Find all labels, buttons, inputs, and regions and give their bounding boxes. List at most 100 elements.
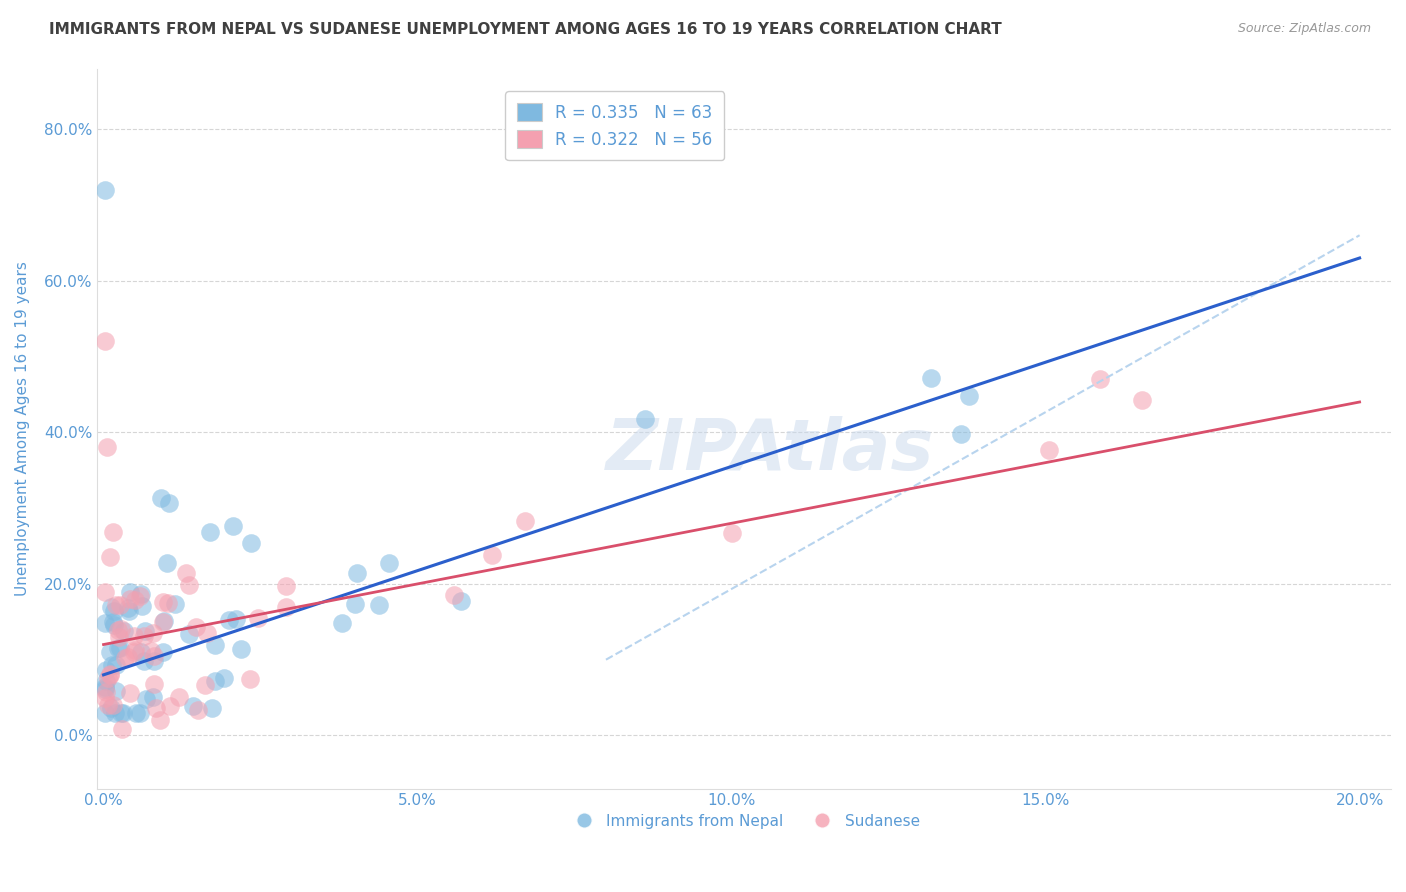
Point [118,585,141,599]
Point [218,613,240,627]
Point [513,514,536,528]
Text: ZIPAtlas: ZIPAtlas [606,416,934,484]
Point [142,677,165,691]
Point [156,596,179,610]
Point [246,611,269,625]
Point [450,594,472,608]
Point [920,371,942,385]
Point [94,691,117,706]
Point [343,597,366,611]
Point [101,615,124,629]
Point [131,599,153,613]
Text: Source: ZipAtlas.com: Source: ZipAtlas.com [1237,22,1371,36]
Point [204,638,226,652]
Point [174,566,197,580]
Point [186,620,208,634]
Point [156,557,179,571]
Point [346,566,368,580]
Point [378,556,401,570]
Point [229,641,252,656]
Point [101,658,124,673]
Point [181,698,204,713]
Point [177,578,200,592]
Point [150,491,173,506]
Point [129,587,152,601]
Point [201,700,224,714]
Point [149,713,172,727]
Point [110,598,132,612]
Point [117,649,139,664]
Point [239,536,262,550]
Point [114,651,136,665]
Point [152,595,174,609]
Point [104,706,127,720]
Point [118,604,141,618]
Point [97,698,120,713]
Point [96,441,118,455]
Point [124,593,146,607]
Point [122,629,145,643]
Point [111,723,134,737]
Point [108,640,131,655]
Point [110,622,132,636]
Point [96,674,118,689]
Point [634,411,657,425]
Point [957,389,980,403]
Point [134,624,156,639]
Point [1038,442,1060,457]
Point [194,678,217,692]
Point [107,624,129,638]
Point [367,599,389,613]
Point [125,706,148,720]
Point [135,692,157,706]
Point [105,683,128,698]
Point [94,680,117,694]
Point [94,681,117,696]
Point [94,706,117,720]
Point [118,591,141,606]
Point [105,658,128,673]
Point [104,598,127,612]
Point [131,645,153,659]
Point [103,604,125,618]
Point [98,550,121,565]
Point [101,698,124,713]
Point [212,671,235,685]
Point [142,690,165,704]
Point [274,599,297,614]
Point [111,706,134,720]
Point [330,616,353,631]
Point [132,655,155,669]
Point [177,627,200,641]
Point [204,673,226,688]
Point [145,701,167,715]
Point [100,701,122,715]
Point [198,524,221,539]
Point [94,585,117,599]
Point [122,645,145,659]
Point [107,640,129,655]
Point [152,645,174,659]
Legend: Immigrants from Nepal, Sudanese: Immigrants from Nepal, Sudanese [562,807,927,835]
Point [94,685,117,699]
Point [225,612,247,626]
Point [94,663,117,677]
Point [720,525,742,540]
Point [100,600,122,615]
Point [97,671,120,685]
Point [94,334,117,349]
Point [129,706,152,720]
Point [481,548,503,562]
Point [124,643,146,657]
Y-axis label: Unemployment Among Ages 16 to 19 years: Unemployment Among Ages 16 to 19 years [15,261,30,596]
Point [187,703,209,717]
Point [167,690,190,705]
Point [153,614,176,628]
Point [118,686,141,700]
Point [103,618,125,632]
Point [1130,392,1153,407]
Point [1088,372,1111,386]
Point [157,496,180,510]
Point [101,525,124,540]
Point [143,654,166,668]
